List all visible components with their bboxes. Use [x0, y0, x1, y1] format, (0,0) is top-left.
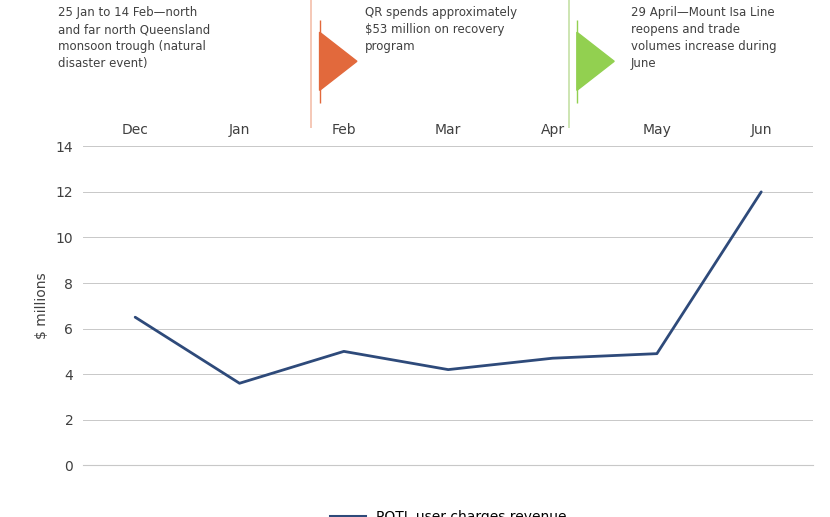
- Y-axis label: $ millions: $ millions: [35, 272, 49, 339]
- Polygon shape: [577, 32, 614, 90]
- Legend: POTL user charges revenue: POTL user charges revenue: [325, 504, 572, 517]
- Polygon shape: [320, 32, 357, 90]
- Text: QR spends approximately
$53 million on recovery
program: QR spends approximately $53 million on r…: [365, 6, 517, 53]
- Text: 25 Jan to 14 Feb—north
and far north Queensland
monsoon trough (natural
disaster: 25 Jan to 14 Feb—north and far north Que…: [58, 6, 210, 70]
- Text: 29 April—Mount Isa Line
reopens and trade
volumes increase during
June: 29 April—Mount Isa Line reopens and trad…: [631, 6, 776, 70]
